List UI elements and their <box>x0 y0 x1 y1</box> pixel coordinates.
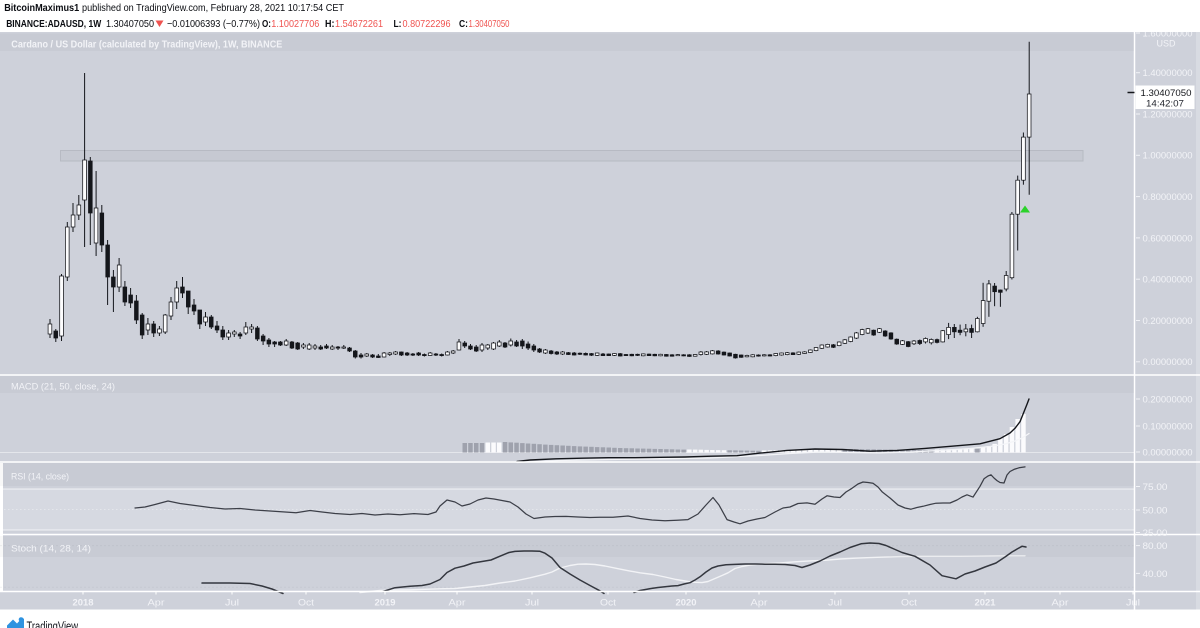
svg-text:0.10000000: 0.10000000 <box>1143 420 1193 431</box>
svg-text:Apr: Apr <box>751 598 769 609</box>
svg-text:Apr: Apr <box>148 598 166 609</box>
svg-text:1.30407050: 1.30407050 <box>1141 88 1192 99</box>
svg-text:50.00: 50.00 <box>1143 504 1168 515</box>
svg-text:1.30407050: 1.30407050 <box>469 19 510 30</box>
svg-text:2020: 2020 <box>676 598 697 609</box>
svg-text:Stoch (14, 28, 14): Stoch (14, 28, 14) <box>11 544 91 555</box>
svg-text:−0.01006393 (−0.77%): −0.01006393 (−0.77%) <box>167 19 260 30</box>
svg-text:H:: H: <box>325 19 335 30</box>
svg-text:2019: 2019 <box>375 598 396 609</box>
svg-text:Oct: Oct <box>901 598 917 609</box>
svg-text:2018: 2018 <box>73 598 95 609</box>
svg-text:0.20000000: 0.20000000 <box>1143 393 1193 404</box>
svg-text:Apr: Apr <box>1052 598 1070 609</box>
svg-text:published on TradingView.com,: published on TradingView.com, February 2… <box>82 3 345 14</box>
svg-text:1.10027706: 1.10027706 <box>271 19 319 30</box>
svg-text:1.54672261: 1.54672261 <box>335 19 383 30</box>
svg-text:0.40000000: 0.40000000 <box>1143 274 1193 285</box>
svg-text:USD: USD <box>1157 38 1176 49</box>
svg-text:1.60000000: 1.60000000 <box>1143 27 1193 38</box>
svg-text:0.80722296: 0.80722296 <box>403 19 451 30</box>
svg-text:Jul: Jul <box>225 598 239 609</box>
svg-text:TradingView: TradingView <box>27 619 79 628</box>
svg-text:25.00: 25.00 <box>1143 527 1168 538</box>
svg-text:RSI (14, close): RSI (14, close) <box>11 472 69 483</box>
svg-text:Cardano / US Dollar (calculate: Cardano / US Dollar (calculated by Tradi… <box>11 39 282 51</box>
svg-text:BINANCE:ADAUSD, 1W: BINANCE:ADAUSD, 1W <box>6 19 101 30</box>
svg-text:Oct: Oct <box>298 598 314 609</box>
svg-text:MACD (21, 50, close, 24): MACD (21, 50, close, 24) <box>11 382 115 393</box>
svg-text:40.00: 40.00 <box>1143 568 1168 579</box>
svg-text:BitcoinMaximus1: BitcoinMaximus1 <box>4 3 79 14</box>
svg-text:0.00000000: 0.00000000 <box>1143 356 1193 367</box>
svg-text:Apr: Apr <box>449 598 467 609</box>
svg-text:Jul: Jul <box>1126 598 1140 609</box>
svg-text:0.80000000: 0.80000000 <box>1143 191 1193 202</box>
svg-text:0.20000000: 0.20000000 <box>1143 315 1193 326</box>
svg-text:1.00000000: 1.00000000 <box>1143 150 1193 161</box>
svg-text:80.00: 80.00 <box>1143 540 1168 551</box>
svg-text:0.00000000: 0.00000000 <box>1143 446 1193 457</box>
svg-text:Oct: Oct <box>600 598 616 609</box>
svg-text:O:: O: <box>262 19 271 30</box>
svg-text:Jul: Jul <box>525 598 539 609</box>
svg-text:Jul: Jul <box>828 598 842 609</box>
svg-text:0.60000000: 0.60000000 <box>1143 232 1193 243</box>
svg-text:14:42:07: 14:42:07 <box>1146 99 1184 110</box>
svg-text:L:: L: <box>394 19 402 30</box>
svg-text:75.00: 75.00 <box>1143 481 1168 492</box>
svg-text:2021: 2021 <box>975 598 997 609</box>
svg-text:1.40000000: 1.40000000 <box>1143 67 1193 78</box>
svg-text:C:: C: <box>459 19 468 30</box>
svg-text:1.30407050: 1.30407050 <box>106 19 154 30</box>
svg-text:1.20000000: 1.20000000 <box>1143 108 1193 119</box>
